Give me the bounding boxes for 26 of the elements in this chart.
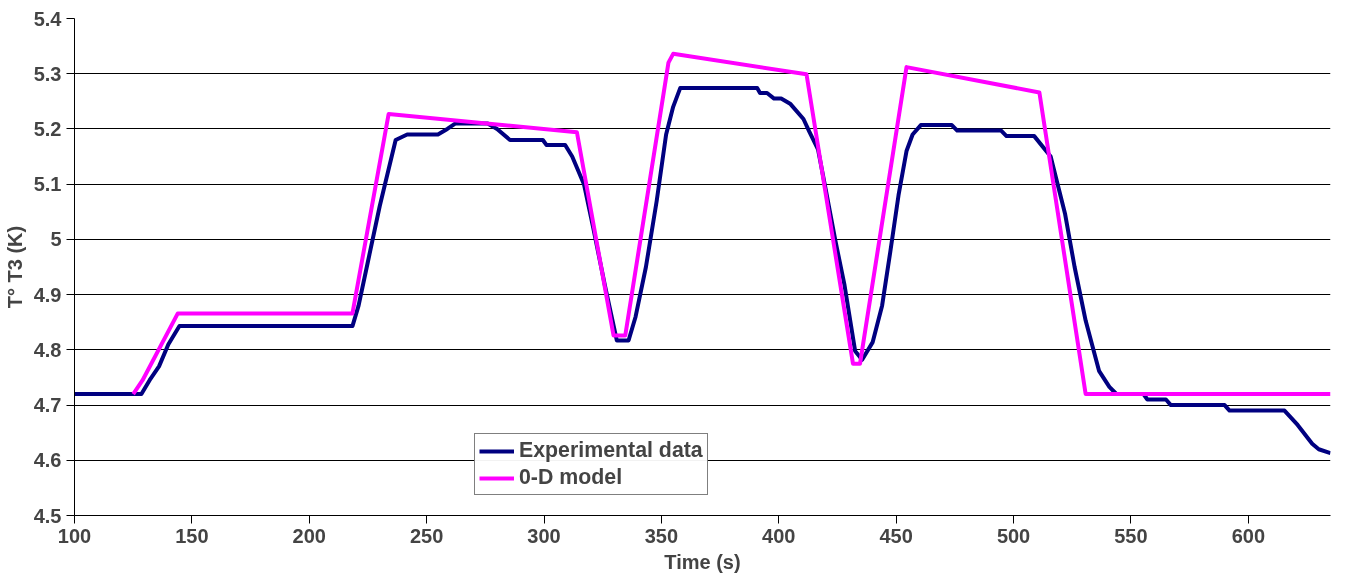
y-tick-label: 5 [50, 228, 62, 251]
x-tick-label: 550 [1114, 524, 1148, 547]
legend-label: Experimental data [519, 438, 703, 463]
y-tick-label: 5.3 [33, 62, 62, 85]
y-tick-label: 4.8 [33, 338, 62, 361]
y-axis-title: T° T3 (K) [3, 225, 26, 309]
y-tick-label: 4.7 [33, 394, 62, 417]
line-series [131, 51, 1331, 397]
x-tick-label: 500 [996, 524, 1031, 547]
y-tick-label: 4.5 [33, 504, 62, 527]
x-tick-label: 400 [762, 524, 796, 547]
x-tick-label: 450 [879, 524, 913, 547]
x-tick-label: 200 [292, 524, 326, 547]
legend-label: 0-D model [519, 465, 623, 490]
y-tick-label: 4.6 [33, 449, 62, 472]
x-tick-label: 250 [409, 524, 444, 547]
x-tick-label: 300 [527, 524, 561, 547]
x-tick-label: 600 [1231, 524, 1266, 547]
y-tick-label: 4.9 [33, 283, 62, 306]
y-tick-label: 5.2 [33, 117, 62, 140]
x-tick-label: 350 [644, 524, 679, 547]
x-axis-title: Time (s) [664, 550, 741, 573]
x-tick-label: 150 [175, 524, 209, 547]
y-tick-label: 5.1 [33, 173, 62, 196]
y-tick-label: 5.4 [33, 7, 63, 30]
x-tick-label: 100 [57, 524, 92, 547]
